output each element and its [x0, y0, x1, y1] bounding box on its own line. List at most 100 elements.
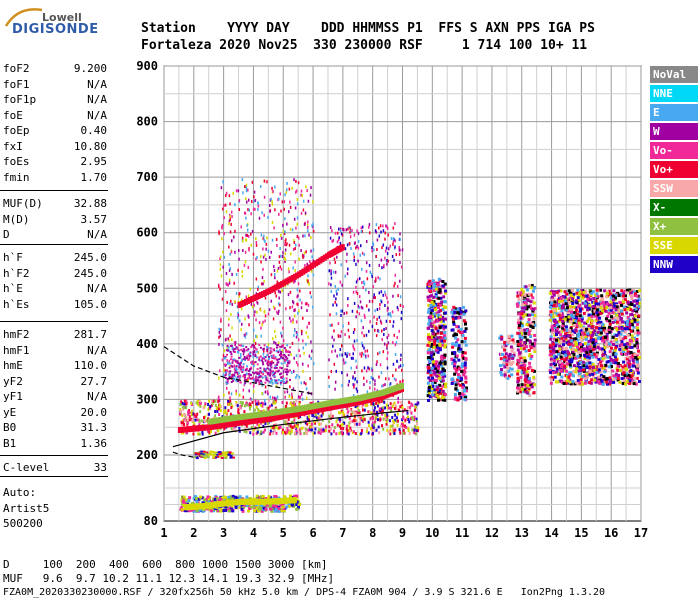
echo-point	[630, 294, 633, 297]
echo-point	[590, 315, 593, 318]
echo-point	[261, 234, 263, 237]
echo-point	[433, 343, 436, 346]
echo-point	[340, 263, 342, 266]
echo-point	[532, 376, 535, 379]
echo-point	[261, 323, 263, 326]
echo-point	[371, 275, 373, 278]
echo-point	[367, 349, 369, 352]
echo-point	[224, 455, 227, 457]
echo-point	[258, 344, 260, 346]
echo-point	[183, 403, 185, 406]
echo-point	[256, 335, 258, 338]
echo-point	[393, 227, 395, 230]
echo-point	[461, 340, 464, 343]
echo-point	[246, 234, 248, 237]
echo-point	[289, 369, 291, 371]
echo-point	[290, 228, 292, 231]
echo-point	[444, 289, 447, 292]
echo-point	[294, 432, 296, 435]
echo-point	[613, 378, 616, 381]
echo-point	[252, 356, 254, 358]
echo-point	[277, 270, 279, 273]
echo-point	[300, 249, 302, 252]
echo-point	[299, 376, 301, 379]
echo-point	[453, 367, 456, 370]
echo-point	[197, 418, 199, 421]
echo-point	[186, 416, 188, 419]
echo-point	[320, 428, 322, 431]
echo-point	[260, 327, 262, 330]
echo-point	[302, 398, 304, 401]
echo-point	[399, 380, 401, 383]
echo-point	[330, 237, 332, 240]
echo-point	[296, 354, 298, 357]
echo-point	[435, 375, 438, 378]
echo-point	[353, 419, 355, 422]
echo-point	[565, 370, 568, 373]
echo-point	[374, 296, 376, 299]
echo-point	[638, 289, 641, 292]
echo-point	[568, 301, 571, 304]
echo-point	[204, 402, 206, 405]
echo-point	[384, 406, 386, 409]
echo-point	[245, 238, 247, 241]
echo-point	[285, 382, 287, 384]
echo-point	[292, 305, 294, 308]
echo-point	[241, 270, 243, 273]
echo-point	[618, 381, 621, 384]
echo-point	[625, 291, 628, 294]
echo-point	[293, 309, 295, 312]
echo-point	[219, 328, 221, 331]
echo-point	[340, 427, 342, 430]
echo-point	[533, 334, 536, 337]
echo-point	[361, 319, 363, 322]
echo-point	[257, 302, 259, 305]
echo-point	[239, 199, 241, 202]
echo-point	[348, 380, 350, 383]
echo-point	[276, 244, 278, 247]
echo-point	[265, 248, 267, 251]
echo-point	[519, 292, 522, 295]
echo-point	[253, 346, 255, 348]
echo-point	[214, 400, 216, 403]
echo-point	[229, 399, 231, 402]
echo-point	[600, 294, 603, 297]
echo-point	[347, 410, 349, 413]
echo-point	[374, 420, 376, 423]
echo-point	[290, 320, 292, 323]
echo-point	[233, 358, 235, 360]
echo-point	[218, 377, 220, 380]
echo-point	[213, 400, 215, 403]
echo-point	[550, 302, 553, 305]
echo-point	[366, 240, 368, 243]
echo-point	[308, 234, 310, 237]
echo-point	[558, 300, 561, 303]
echo-point	[399, 280, 401, 283]
echo-point	[622, 361, 625, 364]
echo-point	[310, 340, 312, 343]
echo-point	[500, 338, 503, 341]
echo-point	[457, 376, 460, 379]
echo-point	[248, 389, 250, 392]
echo-point	[439, 326, 442, 329]
echo-point	[280, 382, 282, 384]
echo-point	[383, 333, 385, 336]
echo-point	[312, 426, 314, 429]
echo-point	[286, 242, 288, 245]
echo-point	[335, 271, 337, 274]
echo-point	[272, 362, 274, 364]
echo-point	[364, 253, 366, 256]
echo-point	[288, 354, 290, 356]
echo-point	[572, 348, 575, 351]
echo-point	[306, 397, 308, 400]
echo-point	[442, 295, 445, 298]
echo-point	[440, 358, 443, 361]
echo-point	[397, 401, 399, 404]
echo-point	[441, 396, 444, 399]
echo-point	[516, 305, 519, 308]
echo-point	[286, 402, 288, 405]
echo-point	[311, 255, 313, 258]
echo-point	[314, 428, 316, 431]
echo-point	[380, 320, 382, 323]
echo-point	[265, 258, 267, 261]
